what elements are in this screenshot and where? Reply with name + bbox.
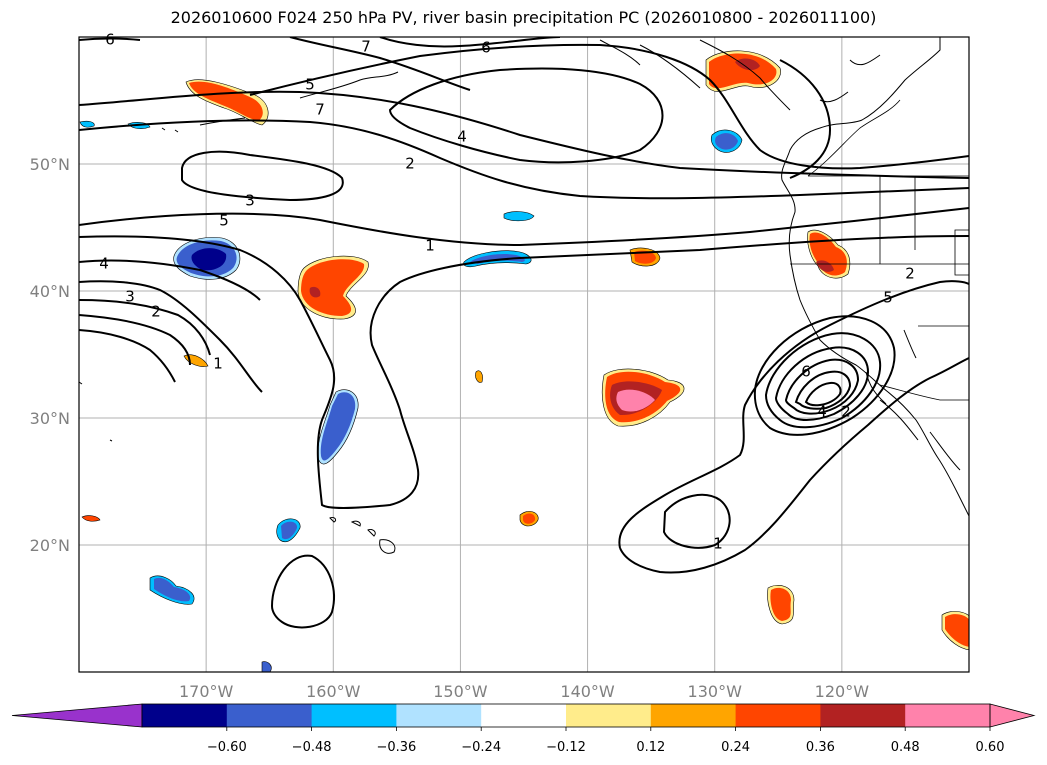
political-borders [790,99,969,401]
contour-value-label: 3 [245,192,255,210]
lat-tick-label: 30°N [30,409,70,428]
colorbar-tick-label: −0.60 [207,740,247,755]
colorbar-segment [142,704,228,727]
colorbar-tick-label: −0.36 [376,740,416,755]
colorbar-tick-label: 0.36 [806,740,835,755]
plot-title: 2026010600 F024 250 hPa PV, river basin … [170,8,877,27]
contour-value-label: 6 [105,31,115,49]
lon-tick-label: 120°W [815,682,870,701]
lon-tick-label: 150°W [433,682,488,701]
lon-tick-label: 130°W [688,682,743,701]
contour-value-label: 1 [213,355,223,373]
contour-value-label: 7 [361,38,371,56]
colorbar-segment [650,704,737,727]
colorbar-tick-label: 0.48 [891,740,920,755]
map-frame [78,36,970,673]
contour-value-label: 1 [425,237,435,255]
contour-value-label: 5 [219,212,229,230]
lat-tick-label: 40°N [30,282,70,301]
colorbar-tick-label: 0.60 [976,740,1005,755]
contour-value-label: 3 [125,288,135,306]
colorbar-tick-label: −0.48 [292,740,332,755]
lat-tick-label: 50°N [30,155,70,174]
coastlines [161,37,969,517]
colorbar-segment [396,704,482,727]
precip-anomaly-fills [79,50,969,672]
colorbar-segment [311,704,397,727]
colorbar-under-triangle [11,703,143,728]
lon-tick-label: 140°W [560,682,615,701]
colorbar-segment [481,704,567,727]
contour-value-label: 2 [151,303,161,321]
contour-value-label: 6 [481,39,491,57]
contour-value-label: 1 [713,535,723,553]
graticule [79,37,969,672]
contour-value-label: 4 [99,255,109,273]
contour-value-label: 7 [315,101,325,119]
longitude-labels: 170°W 160°W 150°W 140°W 130°W 120°W [179,682,869,701]
colorbar-tick-label: −0.24 [461,740,501,755]
pv-contours [79,37,969,629]
colorbar-segment [905,704,991,727]
latitude-labels: 20°N 30°N 40°N 50°N [30,155,70,555]
colorbar: −0.60 −0.48 −0.36 −0.24 −0.12 0.12 0.24 0.36 0.4… [11,703,1036,755]
colorbar-segment [735,704,821,727]
contour-value-label: 5 [883,289,893,307]
colorbar-segment [566,704,652,727]
contour-value-label: 6 [801,363,811,381]
colorbar-segment [820,704,906,727]
colorbar-tick-label: −0.12 [546,740,586,755]
contour-value-label: 2 [405,155,415,173]
islands [79,381,396,554]
contour-value-label: 2 [905,265,915,283]
colorbar-tick-label: 0.24 [721,740,750,755]
lon-tick-label: 170°W [179,682,234,701]
colorbar-over-triangle [989,703,1036,728]
lon-tick-label: 160°W [306,682,361,701]
contour-value-label: 5 [305,76,315,94]
lat-tick-label: 20°N [30,536,70,555]
colorbar-tick-label: 0.12 [636,740,665,755]
contour-value-label: 4 [457,128,467,146]
contour-value-label: 2 [841,403,851,421]
colorbar-segment [226,704,313,727]
contour-value-label: 4 [817,403,827,421]
